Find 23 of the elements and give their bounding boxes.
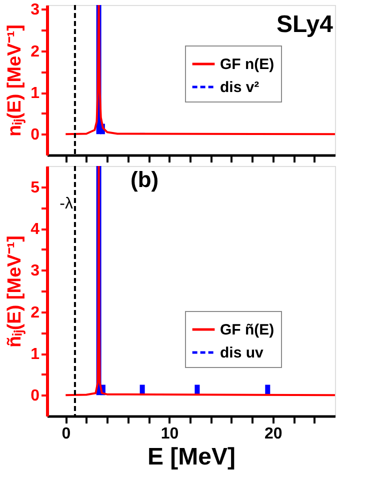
x-axis-title: E [MeV] <box>147 444 236 470</box>
annotation: SLy4 <box>276 11 334 38</box>
legend-label: dis uv <box>220 344 264 362</box>
annotation: (b) <box>130 167 159 192</box>
y-tick-label: 0 <box>30 126 40 144</box>
legend-label: GF ñ(E) <box>220 322 274 338</box>
x-tick-label: 10 <box>160 426 179 442</box>
legend-label: GF n(E) <box>220 56 274 73</box>
y-tick-label: 2 <box>30 304 40 322</box>
y-tick-label: 1 <box>30 346 40 363</box>
x-tick-label: 0 <box>62 426 71 442</box>
y-tick-label: 3 <box>30 262 40 280</box>
y-tick-label: 3 <box>30 2 40 19</box>
legend-label: dis v² <box>220 79 260 96</box>
y-tick-label: 5 <box>30 179 40 196</box>
x-tick-label: 20 <box>264 426 282 442</box>
y-axis-title: nᵢⱼ(E) [MeV⁻¹] <box>4 24 26 136</box>
y-tick-label: 4 <box>30 221 40 238</box>
y-tick-label: 2 <box>30 43 40 60</box>
y-axis-title: ñᵢⱼ(E) [MeV⁻¹] <box>4 236 26 348</box>
y-tick-label: 1 <box>30 85 40 102</box>
ref-line-label: -λ <box>60 196 73 212</box>
y-tick-label: 0 <box>30 388 40 405</box>
